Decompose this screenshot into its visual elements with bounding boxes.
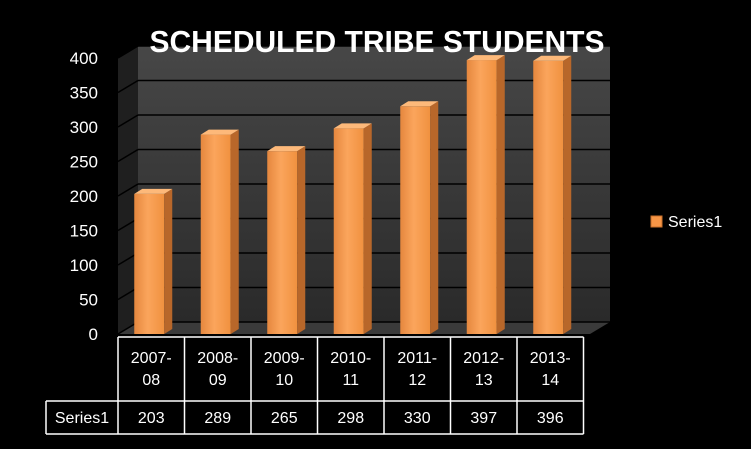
y-tick-label: 100 (70, 256, 98, 275)
bar-front (533, 60, 564, 334)
bar-top (533, 55, 572, 61)
y-tick-label: 300 (70, 118, 98, 137)
y-tick-label: 250 (70, 153, 98, 172)
bar-front (400, 106, 431, 334)
table-series-name: Series1 (55, 410, 109, 427)
bar-side (297, 146, 306, 334)
legend-swatch (650, 215, 663, 228)
data-label: 289 (204, 410, 231, 427)
x-category-label: 2008-09 (197, 350, 238, 389)
bar-side (363, 123, 372, 334)
y-tick-label: 400 (70, 49, 98, 68)
x-category-label: 2011-12 (397, 350, 437, 389)
bar (134, 188, 173, 334)
chart-title: SCHEDULED TRIBE STUDENTS (150, 24, 605, 59)
y-tick-label: 0 (89, 325, 98, 344)
bar (333, 123, 372, 334)
gridline-side (117, 114, 139, 128)
legend-entry: Series1 (668, 214, 722, 231)
bar (466, 55, 505, 334)
y-tick-label: 150 (70, 222, 98, 241)
gridline-side (117, 79, 139, 94)
data-label: 203 (138, 410, 165, 427)
y-axis-ticks: 0 50 100 150 200 250 300 350 400 (70, 49, 98, 344)
bar-side (430, 101, 439, 334)
bar-top (200, 129, 239, 135)
x-category-label: 2013-14 (530, 350, 571, 389)
x-category-label: 2010-11 (330, 350, 371, 389)
bar-top (466, 55, 505, 61)
bar (200, 129, 239, 334)
bar-side (563, 55, 572, 334)
bars (134, 55, 572, 334)
data-label: 396 (537, 410, 564, 427)
bar-side (496, 55, 505, 334)
bar-front (200, 134, 231, 334)
bar (533, 55, 572, 334)
data-label: 298 (337, 410, 364, 427)
bar-side (230, 129, 239, 334)
bar-top (267, 146, 306, 152)
y-tick-label: 50 (79, 291, 98, 310)
gridline-side (117, 45, 139, 59)
data-table: 2007-08 2008-09 2009-10 2010-11 2011-12 2012-… (45, 336, 585, 435)
y-tick-label: 350 (70, 84, 98, 103)
y-tick-label: 200 (70, 187, 98, 206)
data-label: 330 (404, 410, 431, 427)
gridline-side (117, 183, 139, 197)
bar (400, 101, 439, 334)
bar-top (134, 188, 173, 194)
x-category-label: 2009-10 (264, 350, 305, 389)
bar-front (134, 193, 165, 334)
x-category-label: 2007-08 (131, 350, 172, 389)
bar-top (400, 101, 439, 107)
bar-front (466, 60, 497, 334)
data-label: 397 (470, 410, 497, 427)
bar-top (333, 123, 372, 129)
bar-front (267, 151, 298, 334)
data-label: 265 (271, 410, 298, 427)
bar-front (333, 128, 364, 334)
bar-side (164, 188, 173, 334)
bar (267, 146, 306, 334)
legend: Series1 (650, 214, 722, 231)
gridline-side (117, 148, 139, 163)
x-category-label: 2012-13 (463, 350, 504, 389)
